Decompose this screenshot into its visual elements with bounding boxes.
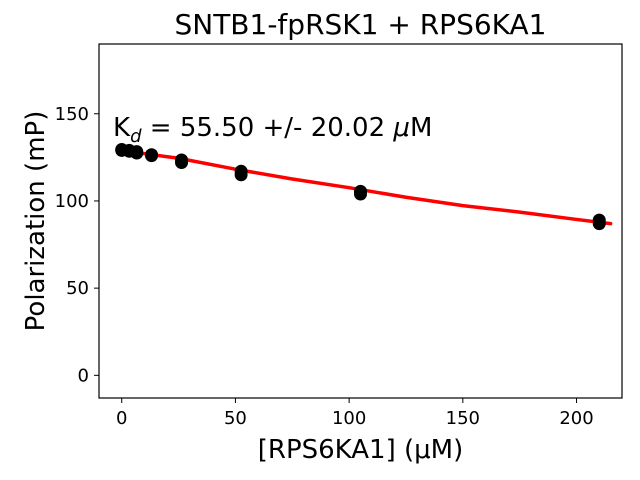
kd-unit-mu: μ — [392, 113, 410, 143]
plot-area: 0 50 100 150 200 0 50 100 150 — [55, 43, 623, 429]
kd-prefix: K — [113, 113, 131, 143]
kd-subscript: d — [130, 126, 142, 147]
y-tick-label: 150 — [55, 104, 89, 125]
fit-curve — [119, 148, 613, 226]
data-point — [234, 164, 248, 178]
kd-value: = 55.50 +/- 20.02 — [142, 113, 394, 143]
x-tick-label: 200 — [559, 408, 593, 429]
data-point — [592, 213, 606, 227]
data-point — [175, 153, 189, 167]
x-axis-label: [RPS6KA1] (μM) — [258, 435, 464, 465]
x-tick-label: 0 — [116, 408, 127, 429]
chart-title: SNTB1-fpRSK1 + RPS6KA1 — [174, 8, 546, 41]
y-tick-label: 0 — [78, 365, 89, 386]
axes-frame — [98, 43, 623, 399]
kd-annotation: Kd = 55.50 +/- 20.02 μM — [113, 113, 432, 147]
y-axis-label: Polarization (mP) — [21, 111, 51, 332]
data-point — [145, 148, 159, 162]
x-tick-label: 100 — [332, 408, 366, 429]
x-tick-label: 150 — [446, 408, 480, 429]
x-tick-label: 50 — [224, 408, 247, 429]
kd-unit: M — [410, 113, 432, 143]
y-tick-label: 100 — [55, 191, 89, 212]
data-point — [354, 184, 367, 198]
data-point — [130, 145, 144, 159]
y-tick-label: 50 — [66, 278, 89, 299]
